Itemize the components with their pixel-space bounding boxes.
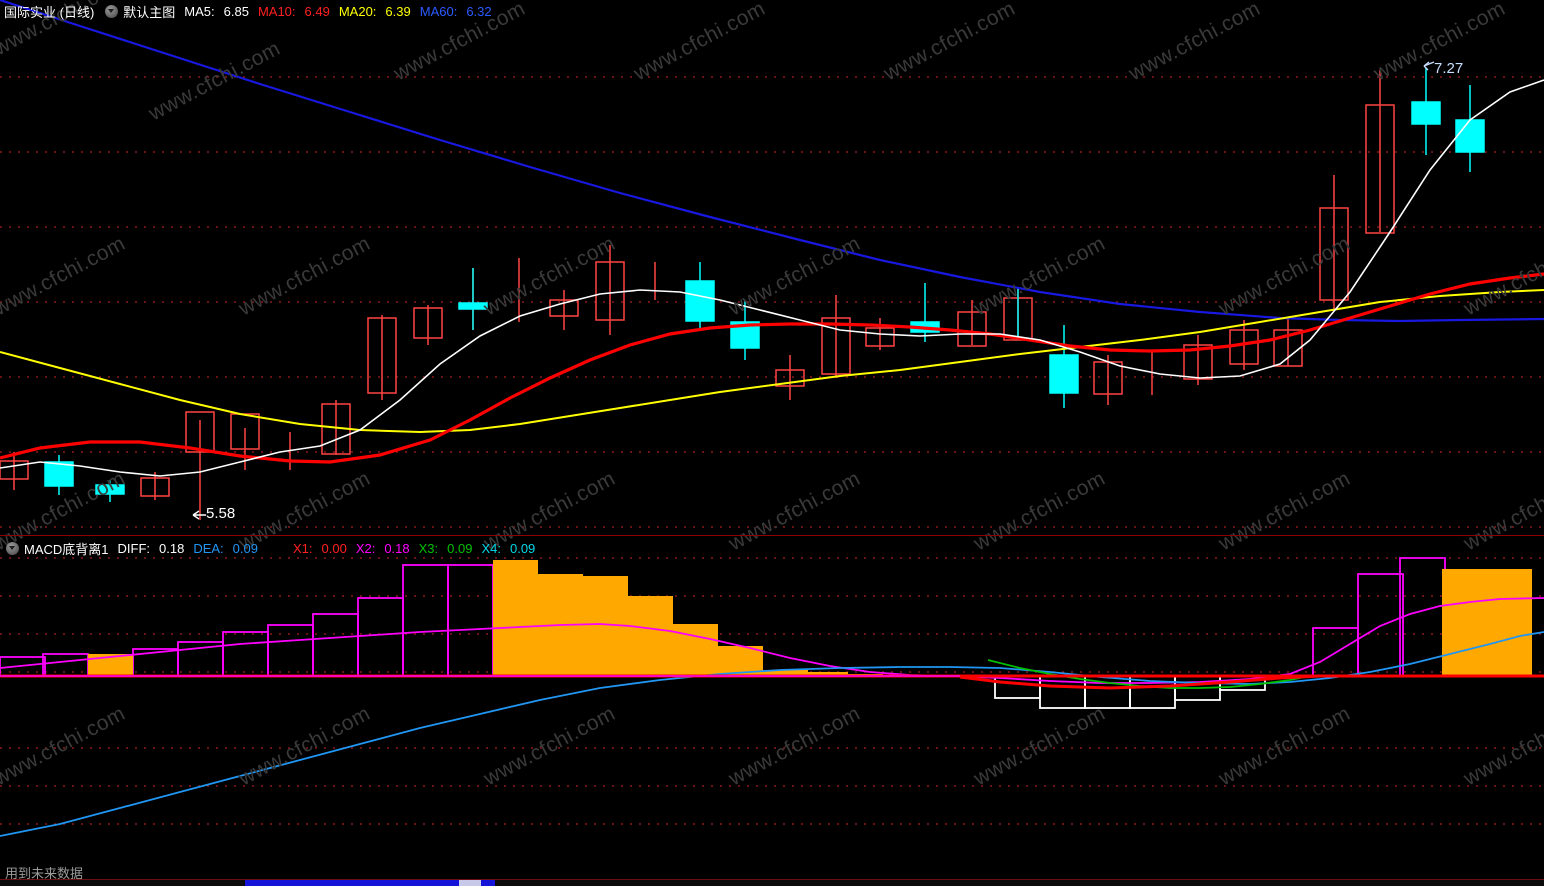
x1-legend-value: 0.00: [321, 540, 347, 556]
ma10-legend-value: 6.49: [304, 3, 330, 19]
ma5-legend-label: MA5:: [184, 3, 215, 19]
diff-legend-value: 0.18: [159, 540, 185, 556]
x1-legend-label: X1:: [292, 540, 313, 556]
horizontal-scrollbar-thumb[interactable]: [245, 880, 495, 886]
ma5-line: [0, 79, 1544, 477]
scrollbar-top-edge: [0, 879, 1544, 880]
x4-legend-label: X4:: [481, 540, 501, 556]
x4-legend-value: 0.09: [509, 540, 536, 556]
ma20-legend-label: MA20:: [338, 3, 377, 19]
macd-zero-dip: [959, 674, 1321, 690]
ma60-line: [0, 0, 1544, 323]
price-gridlines: [0, 76, 1544, 528]
x3-legend-value: 0.09: [447, 540, 473, 556]
ma60-legend-value: 6.32: [466, 3, 492, 19]
horizontal-scrollbar-marker[interactable]: [459, 880, 481, 886]
status-bar: 用到未来数据: [0, 858, 1544, 886]
macd-panel-header: MACD底背离1 DIFF: 0.18 DEA: 0.09 X1: 0.00 X…: [0, 538, 544, 558]
ma10-legend-label: MA10:: [257, 3, 296, 19]
ma5-legend-value: 6.85: [223, 3, 249, 19]
panel-separator-top: [0, 535, 1544, 536]
dea-line: [0, 631, 1544, 837]
price-panel-header: 国际实业 (日线) 默认主图 MA5: 6.85 MA10: 6.49 MA20…: [0, 1, 501, 21]
ma20-line: [0, 289, 1544, 434]
diff-legend-label: DIFF:: [117, 540, 151, 556]
x2-legend-label: X2:: [355, 540, 376, 556]
low-price-annotation: 5.58: [206, 505, 236, 522]
macd-histogram-filled: [88, 560, 1532, 676]
x3-legend-label: X3:: [418, 540, 439, 556]
ma60-legend-label: MA60:: [419, 3, 458, 19]
dea-legend-value: 0.09: [232, 540, 258, 556]
macd-chart-pane[interactable]: [0, 536, 1544, 858]
chevron-down-circle-icon[interactable]: [105, 4, 119, 18]
price-chart-svg: [0, 0, 1544, 528]
status-message: 用到未来数据: [5, 866, 84, 881]
symbol-label: 国际实业 (日线): [4, 4, 95, 20]
macd-gridlines: [0, 557, 1544, 825]
macd-chart-svg: [0, 557, 1544, 837]
ma20-legend-value: 6.39: [385, 3, 411, 19]
chevron-down-circle-icon[interactable]: [6, 541, 19, 555]
ma10-line: [0, 272, 1544, 464]
x2-legend-value: 0.18: [384, 540, 410, 556]
diff-line: [0, 597, 1544, 684]
dea-legend-label: DEA:: [193, 540, 224, 556]
price-indicator-name[interactable]: 默认主图: [123, 4, 176, 20]
high-price-annotation: 7.27: [1434, 60, 1464, 77]
horizontal-scrollbar-track[interactable]: [0, 880, 1544, 886]
price-chart-pane[interactable]: [0, 0, 1544, 534]
macd-indicator-name[interactable]: MACD底背离1: [24, 541, 109, 557]
price-annotation-arrows: [192, 61, 1435, 520]
